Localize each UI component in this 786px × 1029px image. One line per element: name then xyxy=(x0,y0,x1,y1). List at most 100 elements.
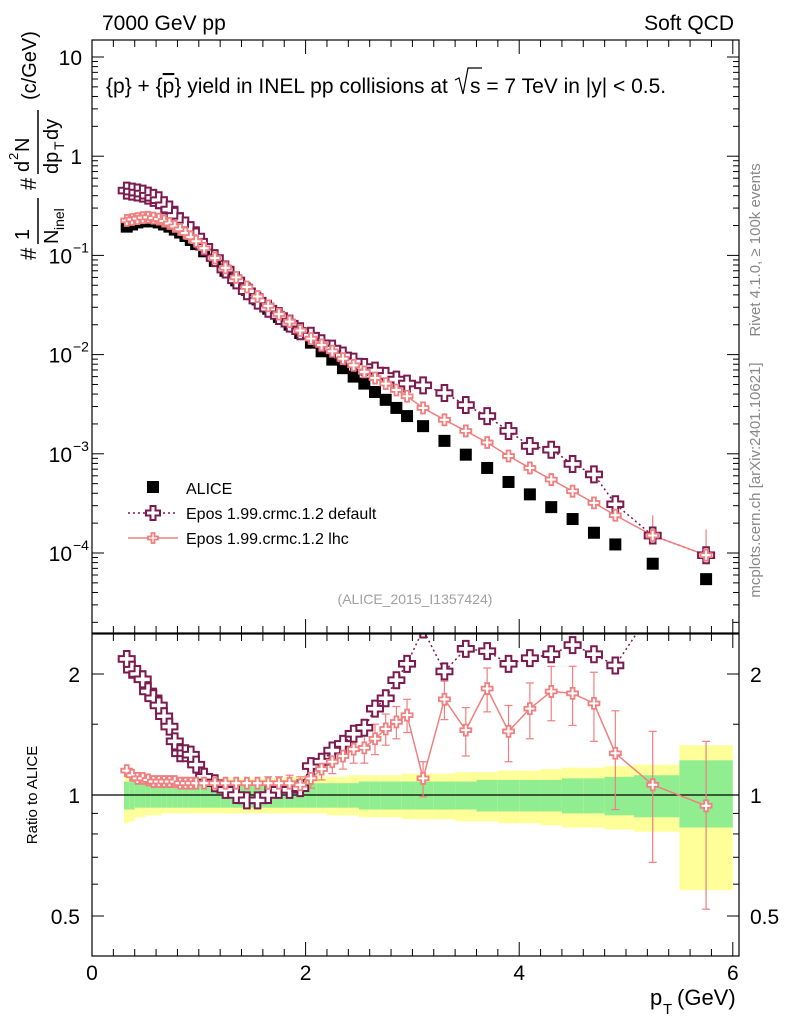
default-ratio-point xyxy=(398,654,417,673)
main-ytick-label: 10 xyxy=(49,345,72,368)
lhc-point xyxy=(357,365,371,379)
ratio-ytick-label: 2 xyxy=(68,664,80,687)
default-point xyxy=(435,384,454,403)
alice-point xyxy=(459,448,472,461)
default-ratio-point xyxy=(376,689,395,708)
ratio-bands xyxy=(124,745,733,891)
lhc-ratio-point xyxy=(304,771,318,785)
lhc-ratio-point xyxy=(566,686,579,700)
lhc-ratio-point xyxy=(293,778,307,792)
band-inner-bin xyxy=(497,779,520,812)
xtick-label: 6 xyxy=(727,962,739,985)
lhc-point xyxy=(544,473,558,486)
default-point xyxy=(478,407,497,426)
alice-point xyxy=(369,385,382,398)
ratio-ytick-label-right: 0.5 xyxy=(750,906,779,929)
ylabel-dy: dy xyxy=(41,119,63,140)
alice-point xyxy=(481,461,494,474)
lhc-point xyxy=(229,271,243,284)
xlabel-p: p xyxy=(650,985,662,1010)
alice-point xyxy=(700,573,713,586)
main-ytick-label: 10 xyxy=(49,444,72,467)
lhc-point xyxy=(336,352,350,366)
lhc-ratio-point xyxy=(283,776,296,790)
lhc-ratio-point xyxy=(219,776,232,790)
legend: ALICE Epos 1.99.crmc.1.2 default Epos 1.… xyxy=(128,481,377,548)
default-ratio-point xyxy=(542,645,561,664)
main-ytick-label-exp: −4 xyxy=(73,537,89,553)
ylabel-hash-2: # xyxy=(16,177,41,190)
default-ratio-point xyxy=(499,654,518,673)
ylabel-d: d xyxy=(12,161,34,172)
lhc-ratio-point xyxy=(347,742,361,756)
ylabel-one: 1 xyxy=(12,229,34,240)
lhc-point xyxy=(699,548,713,562)
default-point xyxy=(414,376,433,395)
lhc-point xyxy=(325,344,339,358)
rivet-label: Rivet 4.1.0, ≥ 100k events xyxy=(747,163,764,336)
main-frame xyxy=(91,39,740,634)
lhc-point xyxy=(208,251,222,265)
xlabel-units: (GeV) xyxy=(677,985,736,1010)
lhc-point xyxy=(251,290,264,303)
default-ratio-point xyxy=(520,649,539,668)
lhc-ratio-point xyxy=(438,692,451,706)
legend-label-default: Epos 1.99.crmc.1.2 default xyxy=(186,506,377,523)
band-inner-bin xyxy=(519,779,541,812)
lhc-point xyxy=(293,324,307,337)
lhc-ratio-point xyxy=(315,762,329,776)
lhc-point xyxy=(315,338,329,352)
default-ratio-point xyxy=(606,656,625,675)
lhc-ratio-point xyxy=(389,715,403,729)
legend-label-alice: ALICE xyxy=(186,481,232,498)
legend-entry-alice: ALICE xyxy=(147,481,232,498)
default-point xyxy=(520,436,539,455)
lhc-point xyxy=(416,401,430,415)
ratio-ytick-label: 0.5 xyxy=(51,906,80,929)
lhc-point xyxy=(587,496,601,510)
default-ratio-point xyxy=(456,639,475,658)
alice-point xyxy=(417,420,430,433)
default-point xyxy=(499,421,518,440)
lhc-ratio-point xyxy=(480,682,494,695)
ratio-ytick-label: 1 xyxy=(68,785,80,808)
band-inner-bin xyxy=(583,778,605,814)
lhc-point xyxy=(261,299,275,313)
main-ytick-label: 10 xyxy=(49,543,72,566)
plot-title-part-2: } yield in INEL pp collisions at xyxy=(174,75,448,98)
lhc-ratio-point xyxy=(400,708,414,722)
ylabel-dp: dp xyxy=(41,152,63,174)
lhc-ratio-point xyxy=(197,776,211,790)
lhc-ratio-point xyxy=(646,778,660,792)
lhc-ratio-point xyxy=(357,741,371,755)
analysis-id: (ALICE_2015_I1357424) xyxy=(338,591,493,607)
default-ratio-point xyxy=(366,699,385,718)
lhc-point xyxy=(459,424,473,438)
lhc-ratio-point xyxy=(416,771,430,785)
band-inner-bin xyxy=(634,775,680,818)
default-ratio-point xyxy=(435,662,454,681)
band-inner-bin xyxy=(604,776,635,816)
default-point xyxy=(542,440,561,459)
alice-point xyxy=(502,475,515,488)
ratio-marks xyxy=(92,601,739,910)
ylabel-hash-1: # xyxy=(16,247,41,260)
lhc-ratio-point xyxy=(608,746,622,760)
main-ytick-label-exp: −1 xyxy=(73,239,89,255)
legend-marker-default xyxy=(145,505,161,521)
alice-point xyxy=(401,410,414,423)
ylabel-sq: 2 xyxy=(6,153,21,160)
default-ratio-point xyxy=(478,642,497,661)
default-ratio-point xyxy=(645,601,661,617)
lhc-ratio-point xyxy=(523,702,537,716)
lhc-point xyxy=(347,358,361,372)
lhc-ratio-point xyxy=(502,724,515,738)
xtick-label: 2 xyxy=(300,962,312,985)
lhc-point xyxy=(219,261,232,275)
mcplots-label: mcplots.cern.ch [arXiv:2401.10621] xyxy=(747,362,764,597)
ylabel-inel: inel xyxy=(51,208,67,230)
lhc-ratio-point xyxy=(325,755,339,769)
